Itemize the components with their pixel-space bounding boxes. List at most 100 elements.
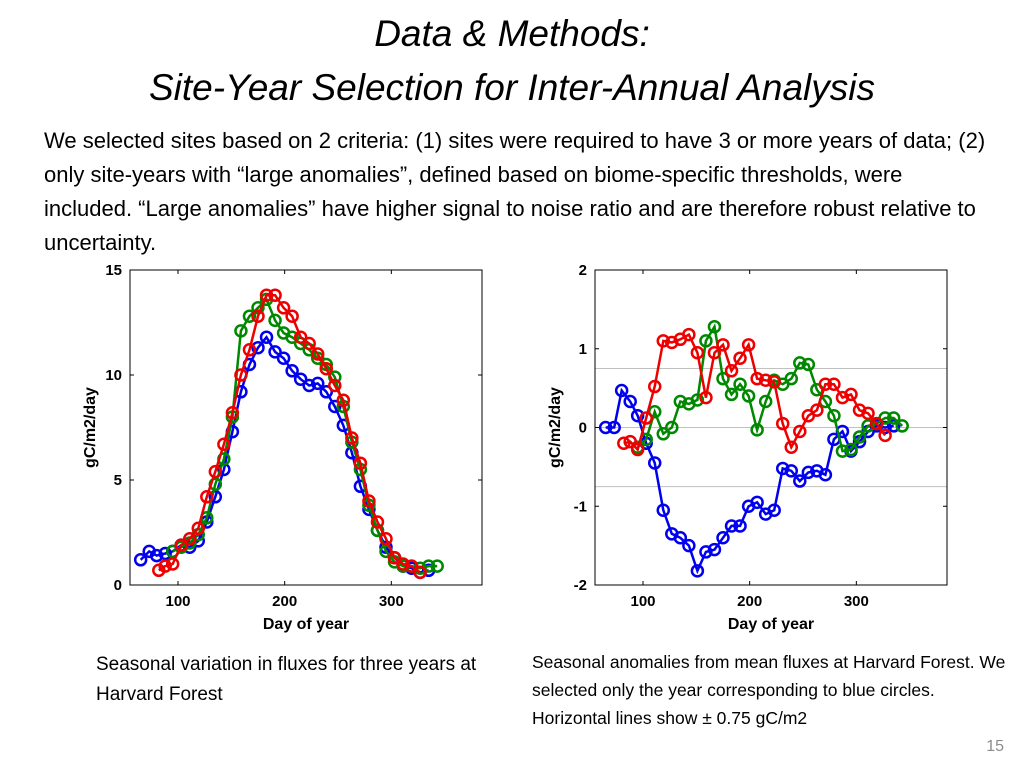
data-point	[724, 364, 739, 378]
data-point	[886, 411, 901, 425]
data-point	[852, 430, 867, 444]
series-line	[605, 387, 894, 575]
data-point	[716, 531, 730, 545]
data-point	[699, 545, 713, 559]
data-point	[276, 301, 291, 315]
data-point	[784, 371, 799, 386]
data-point	[878, 428, 892, 443]
seasonal-anomaly-chart: 100 200 300 -2 -1 0 1 2 Day of year gC/m2/day	[547, 262, 948, 633]
data-point	[251, 340, 265, 355]
data-point	[690, 393, 705, 407]
data-point	[396, 557, 410, 571]
data-point	[598, 420, 613, 435]
data-point	[716, 338, 730, 352]
data-point	[673, 531, 688, 545]
data-point	[647, 379, 662, 394]
data-point	[165, 557, 180, 571]
data-point	[656, 427, 671, 441]
data-point	[707, 345, 722, 360]
y-tick-label: 10	[105, 367, 122, 384]
data-point	[690, 564, 705, 578]
data-point	[276, 351, 291, 365]
data-point	[724, 519, 739, 533]
data-point	[404, 559, 419, 573]
data-point	[158, 546, 172, 561]
y-tick-label: 1	[579, 341, 587, 358]
data-point	[886, 419, 901, 433]
data-point	[793, 474, 807, 488]
data-point	[690, 345, 705, 360]
data-point	[421, 559, 436, 573]
data-point	[293, 372, 308, 386]
data-point	[133, 553, 148, 567]
y-tick-label: 15	[105, 262, 122, 279]
data-point	[268, 313, 282, 328]
data-point	[302, 378, 316, 393]
data-point	[242, 309, 257, 323]
data-point	[259, 288, 274, 302]
y-axis-label: gC/m2/day	[547, 387, 564, 468]
data-point	[370, 515, 385, 529]
data-point	[234, 324, 248, 338]
data-point	[614, 383, 629, 398]
data-point	[818, 377, 833, 391]
data-point	[259, 330, 274, 344]
slide-body-text: We selected sites based on 2 criteria: (…	[44, 128, 986, 255]
data-point	[741, 389, 756, 403]
x-tick-label: 200	[737, 593, 762, 610]
x-tick-label: 300	[379, 593, 404, 610]
data-point	[767, 375, 781, 389]
x-axis-label: Day of year	[728, 616, 814, 633]
data-point	[844, 387, 858, 402]
data-point	[319, 361, 334, 376]
data-point	[682, 327, 696, 342]
data-point	[758, 373, 773, 387]
data-point	[793, 356, 807, 370]
data-point	[623, 394, 637, 409]
data-point	[174, 538, 188, 552]
data-point	[801, 465, 816, 480]
y-tick-label: -1	[574, 498, 587, 515]
data-point	[827, 408, 841, 423]
y-tick-label: 2	[579, 262, 587, 279]
data-point	[767, 503, 781, 517]
data-point	[623, 434, 637, 449]
series-line	[623, 332, 887, 453]
data-point	[149, 548, 164, 563]
data-point	[639, 411, 653, 425]
data-point	[869, 416, 884, 431]
data-point	[656, 334, 671, 348]
data-point	[191, 521, 206, 536]
data-point	[741, 338, 756, 352]
plot-frame	[129, 269, 483, 586]
data-point	[242, 343, 257, 357]
data-point	[861, 406, 875, 421]
caption-seasonal-variation: Seasonal variation in fluxes for three y…	[96, 654, 477, 705]
data-point	[345, 431, 359, 445]
data-point	[716, 371, 730, 386]
data-point	[835, 444, 850, 458]
data-point	[630, 442, 645, 457]
data-point	[733, 377, 747, 391]
data-point	[784, 464, 799, 478]
slide-title-line2: Site-Year Selection for Inter-Annual Ana…	[149, 67, 875, 108]
data-point	[208, 464, 223, 479]
data-point	[682, 538, 696, 553]
data-point	[310, 376, 325, 391]
data-point	[430, 559, 444, 573]
data-point	[217, 437, 231, 452]
seasonal-flux-chart: 100 200 300 0 5 10 15 Day of year gC/m2/day	[82, 262, 483, 633]
caption-seasonal-anomalies: Seasonal anomalies from mean fluxes at H…	[532, 652, 1006, 728]
x-tick-label: 100	[630, 593, 655, 610]
data-point	[617, 436, 631, 450]
data-point	[665, 420, 679, 435]
x-axis-label: Day of year	[263, 616, 349, 633]
data-point	[844, 442, 858, 457]
data-point	[362, 494, 376, 508]
data-point	[251, 309, 265, 323]
data-point	[285, 364, 299, 378]
y-tick-label: 0	[579, 420, 587, 437]
data-point	[328, 399, 342, 414]
data-point	[268, 288, 282, 302]
data-point	[328, 378, 342, 393]
